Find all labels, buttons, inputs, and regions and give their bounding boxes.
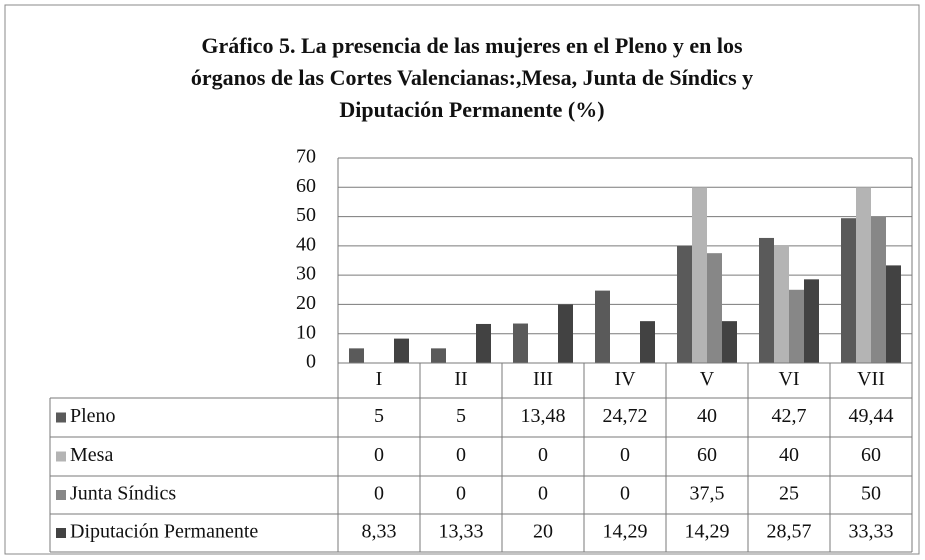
bar (886, 265, 901, 363)
table-cell: 0 (374, 444, 384, 466)
table-cell: 14,29 (603, 521, 648, 543)
table-cell: 24,72 (603, 405, 648, 427)
chart-title: Gráfico 5. La presencia de las mujeres e… (201, 33, 743, 58)
y-tick-label: 30 (296, 263, 316, 285)
bar (856, 187, 871, 363)
table-cell: 0 (456, 483, 466, 505)
bar (394, 338, 409, 363)
bar (841, 218, 856, 363)
bar (707, 253, 722, 363)
legend-label: Mesa (70, 444, 113, 466)
x-tick-label: IV (614, 368, 636, 390)
bar (595, 290, 610, 363)
legend-label: Junta Síndics (70, 483, 176, 505)
table-cell: 13,48 (521, 405, 566, 427)
table-cell: 60 (697, 444, 717, 466)
chart-title: órganos de las Cortes Valencianas:,Mesa,… (191, 65, 753, 90)
table-cell: 0 (456, 444, 466, 466)
x-tick-label: V (700, 368, 715, 390)
bar (558, 304, 573, 363)
y-tick-label: 60 (296, 175, 316, 197)
y-tick-label: 0 (306, 351, 316, 373)
table-cell: 0 (620, 444, 630, 466)
table-cell: 8,33 (362, 521, 397, 543)
chart-title: Diputación Permanente (%) (339, 97, 604, 122)
table-cell: 20 (533, 521, 553, 543)
bar (640, 321, 655, 363)
bar (804, 279, 819, 363)
bar (677, 245, 692, 363)
legend-swatch (56, 490, 66, 500)
bar (789, 289, 804, 363)
bar (722, 321, 737, 363)
table-cell: 14,29 (685, 521, 730, 543)
table-cell: 37,5 (690, 483, 725, 505)
table-cell: 49,44 (849, 405, 894, 427)
table-cell: 5 (456, 405, 466, 427)
legend-swatch (56, 412, 66, 423)
legend-label: Pleno (70, 405, 116, 427)
bar (513, 323, 528, 363)
bar (692, 187, 707, 363)
bar (774, 245, 789, 363)
table-cell: 13,33 (439, 521, 484, 543)
table-cell: 0 (374, 483, 384, 505)
table-cell: 0 (538, 444, 548, 466)
table-cell: 5 (374, 405, 384, 427)
x-tick-label: II (454, 368, 467, 390)
bar (431, 348, 446, 363)
x-tick-label: VI (778, 368, 799, 390)
table-cell: 33,33 (849, 521, 894, 543)
bar (349, 348, 364, 363)
table-cell: 42,7 (772, 405, 807, 427)
y-tick-label: 50 (296, 204, 316, 226)
y-tick-label: 40 (296, 233, 316, 255)
bar (759, 237, 774, 363)
table-cell: 40 (697, 405, 717, 427)
legend-swatch (56, 451, 66, 462)
table-cell: 60 (861, 444, 881, 466)
table-cell: 50 (861, 483, 881, 505)
legend-swatch (56, 528, 66, 538)
bar (871, 216, 886, 363)
x-tick-label: I (376, 368, 383, 390)
x-tick-label: III (533, 368, 553, 390)
legend-label: Diputación Permanente (70, 521, 258, 543)
y-tick-label: 70 (296, 146, 316, 168)
table-cell: 0 (620, 483, 630, 505)
x-tick-label: VII (857, 368, 885, 390)
table-cell: 0 (538, 483, 548, 505)
table-cell: 28,57 (767, 521, 812, 543)
y-tick-label: 20 (296, 292, 316, 314)
y-tick-label: 10 (296, 321, 316, 343)
table-cell: 25 (779, 483, 799, 505)
bar (476, 323, 491, 363)
table-cell: 40 (779, 444, 799, 466)
